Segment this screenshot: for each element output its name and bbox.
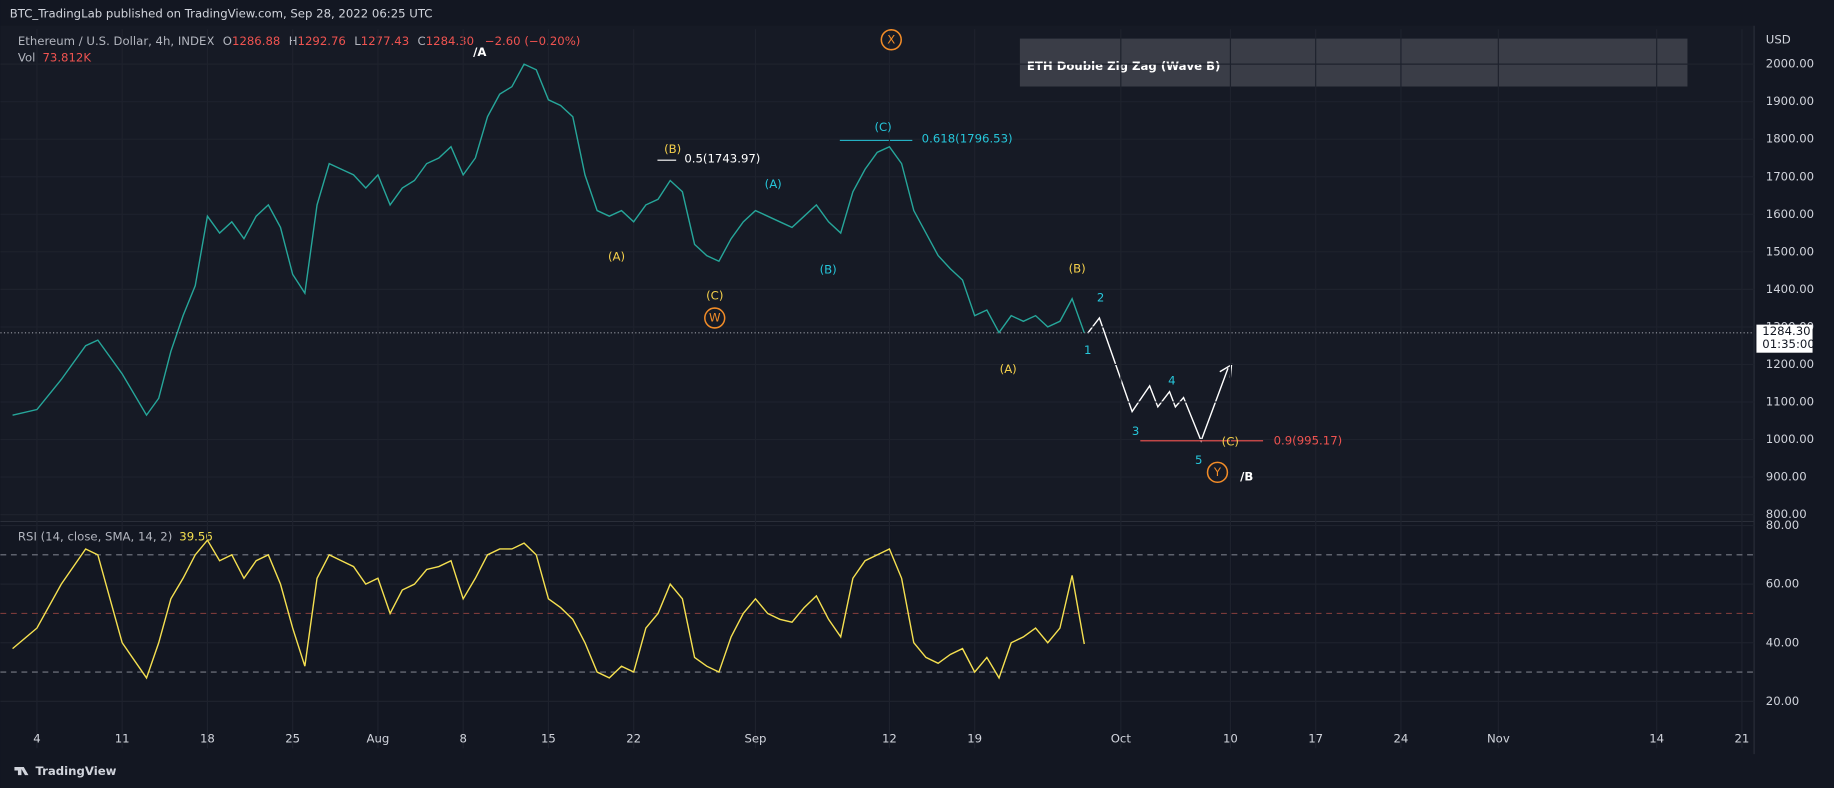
y-tick-label: 80.00 <box>1766 518 1799 532</box>
c-value: 1284.30 <box>426 33 474 47</box>
x-tick-label: 12 <box>882 731 897 745</box>
y-tick-label: 1700.00 <box>1766 169 1814 183</box>
wave-label: (B) <box>1069 261 1086 275</box>
x-tick-label: 17 <box>1308 731 1323 745</box>
y-tick-label: 1900.00 <box>1766 94 1814 108</box>
wave-label: /B <box>1240 470 1253 484</box>
legend-line: Ethereum / U.S. Dollar, 4h, INDEX O1286.… <box>18 33 580 47</box>
x-tick-label: 18 <box>200 731 215 745</box>
wave-label: (C) <box>1222 434 1239 448</box>
x-tick-label: 4 <box>33 731 40 745</box>
vol-value: 73.812K <box>42 50 91 64</box>
y-tick-label: 1500.00 <box>1766 244 1814 258</box>
symbol: Ethereum / U.S. Dollar, 4h, INDEX <box>18 33 214 47</box>
wave-label: 5 <box>1195 453 1202 467</box>
footer: TradingView <box>35 764 116 778</box>
y-tick-label: 800.00 <box>1766 507 1807 521</box>
wave-label: 3 <box>1132 424 1139 438</box>
rsi-value: 39.56 <box>179 529 212 543</box>
y-tick-label: 1100.00 <box>1766 395 1814 409</box>
x-tick-label: 22 <box>626 731 641 745</box>
rsi-line <box>12 538 1085 680</box>
y-tick-label: 1600.00 <box>1766 207 1814 221</box>
x-tick-label: 10 <box>1223 731 1238 745</box>
axis-unit: USD <box>1766 32 1791 46</box>
o-label: O <box>223 33 232 47</box>
wave-label: (C) <box>874 120 891 134</box>
h-value: 1292.76 <box>298 33 346 47</box>
rsi-legend: RSI (14, close, SMA, 14, 2) 39.56 <box>18 529 213 543</box>
wave-circle <box>1206 461 1229 484</box>
wave-label: (B) <box>820 263 837 277</box>
x-tick-label: 19 <box>967 731 982 745</box>
logo <box>14 766 29 776</box>
x-tick-label: Sep <box>744 731 766 745</box>
price-line <box>12 63 1085 417</box>
wave-circle <box>880 29 902 51</box>
chart-title: ETH Double Zig Zag (Wave B) <box>1027 59 1221 73</box>
l-value: 1277.43 <box>361 33 409 47</box>
price-pane <box>0 25 1755 521</box>
title-box <box>1019 38 1688 87</box>
x-tick-label: 24 <box>1393 731 1408 745</box>
c-label: C <box>418 33 426 47</box>
wave-label: 1 <box>1084 343 1091 357</box>
vol-label: Vol <box>18 50 36 64</box>
y-tick-label: 60.00 <box>1766 577 1799 591</box>
wave-label: (A) <box>1000 362 1017 376</box>
publisher: BTC_TradingLab published on TradingView.… <box>10 7 433 21</box>
x-tick-label: 15 <box>541 731 556 745</box>
x-tick-label: 8 <box>459 731 466 745</box>
wave-circle <box>704 307 726 329</box>
y-tick-label: 1800.00 <box>1766 132 1814 146</box>
x-tick-label: 11 <box>115 731 130 745</box>
rsi-title: RSI (14, close, SMA, 14, 2) <box>18 529 172 543</box>
countdown: 01:35:00 <box>1762 337 1815 351</box>
wave-label: X <box>887 32 895 46</box>
x-tick-label: 25 <box>285 731 300 745</box>
x-tick-label: 14 <box>1649 731 1664 745</box>
wave-label: (A) <box>765 177 782 191</box>
wave-label: (A) <box>608 250 625 264</box>
wave-label: 0.618(1796.53) <box>922 132 1013 146</box>
vol-line: Vol 73.812K <box>18 50 91 64</box>
y-tick-label: 1400.00 <box>1766 282 1814 296</box>
wave-label: 0.5(1743.97) <box>684 152 760 166</box>
x-tick-label: Aug <box>367 731 390 745</box>
wave-label: 4 <box>1168 374 1175 388</box>
price-box <box>1756 324 1813 353</box>
y-tick-label: 1000.00 <box>1766 432 1814 446</box>
wave-label: Y <box>1213 465 1222 479</box>
y-tick-label: 20.00 <box>1766 694 1799 708</box>
wave-label: 2 <box>1097 291 1104 305</box>
y-tick-label: 2000.00 <box>1766 57 1814 71</box>
x-tick-label: 21 <box>1734 731 1749 745</box>
wave-label: W <box>709 311 721 325</box>
wave-label: (B) <box>664 142 681 156</box>
y-tick-label: 900.00 <box>1766 470 1807 484</box>
y-tick-label: 40.00 <box>1766 635 1799 649</box>
o-value: 1286.88 <box>232 33 280 47</box>
l-label: L <box>354 33 361 47</box>
y-tick-label: 1200.00 <box>1766 357 1814 371</box>
x-tick-label: Nov <box>1487 731 1510 745</box>
change: −2.60 (−0.20%) <box>485 33 581 47</box>
wave-label: (C) <box>706 288 723 302</box>
x-tick-label: Oct <box>1111 731 1132 745</box>
price-box-label: 1284.30 <box>1762 324 1810 338</box>
wave-label: 0.9(995.17) <box>1274 433 1343 447</box>
wave-label: /A <box>473 45 486 59</box>
